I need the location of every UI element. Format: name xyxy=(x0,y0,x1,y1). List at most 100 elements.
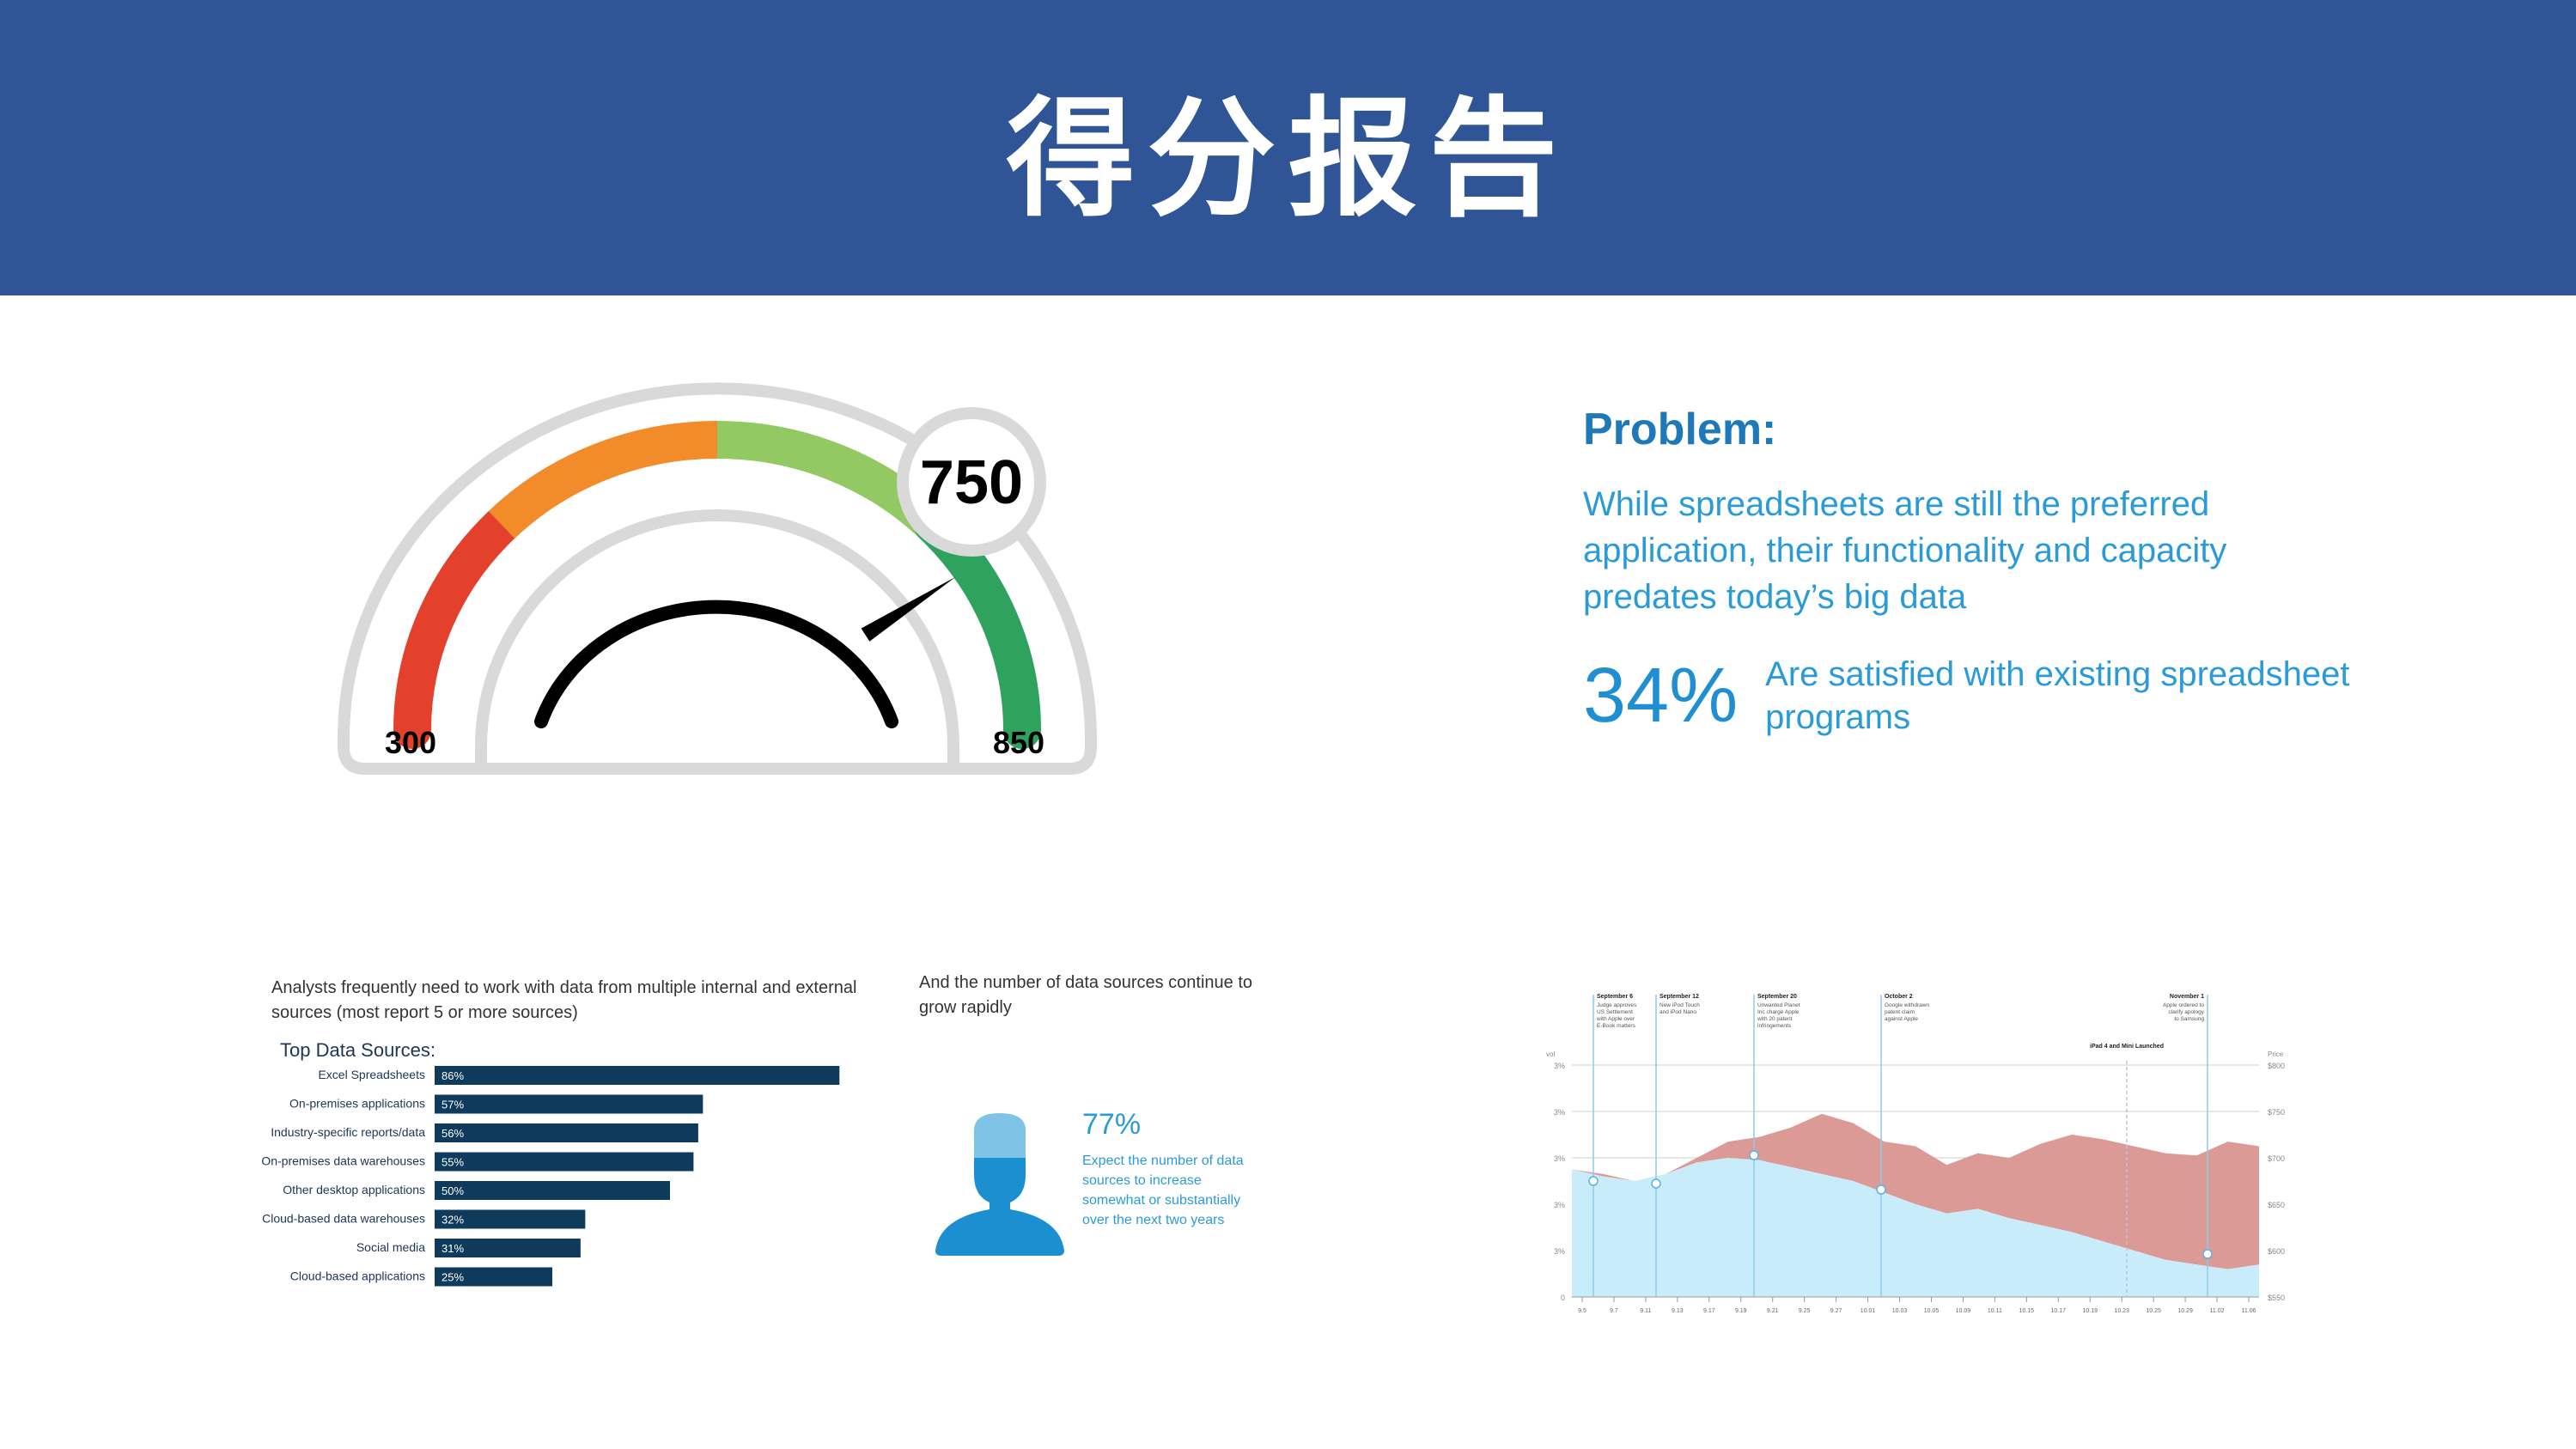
bar xyxy=(435,1152,694,1172)
timeline-event-text: Unwanted Planet Inc charge Apple with 20 p… xyxy=(1757,1002,1800,1029)
bar-category-label: Industry-specific reports/data xyxy=(271,1125,425,1139)
bar xyxy=(435,1123,698,1142)
timeline-event-title: iPad 4 and Mini Launched xyxy=(2090,1044,2164,1050)
problem-heading: Problem: xyxy=(1583,405,1777,454)
timeline-event-title: November 1 xyxy=(2170,994,2204,1000)
timeline-event-marker xyxy=(1749,1150,1759,1160)
bar-value-label: 50% xyxy=(442,1184,464,1197)
bar-value-label: 57% xyxy=(442,1099,464,1111)
timeline-x-tick-label: 9.5 xyxy=(1578,1308,1586,1314)
timeline-event-title: October 2 xyxy=(1885,994,1913,1000)
timeline-event-title: September 6 xyxy=(1597,994,1633,1000)
bar-category-label: Cloud-based applications xyxy=(290,1269,425,1283)
timeline-event-title: September 12 xyxy=(1659,994,1699,1000)
timeline-right-tick: $600 xyxy=(2268,1247,2285,1256)
gauge-max-label: 850 xyxy=(993,725,1044,760)
timeline-left-tick: 3% xyxy=(1554,1201,1565,1209)
growth-panel: And the number of data sources continue … xyxy=(919,971,1280,1256)
timeline-x-tick-label: 10.29 xyxy=(2177,1308,2193,1314)
bar-category-label: On-premises applications xyxy=(289,1097,425,1111)
person-icon xyxy=(935,1113,1064,1256)
score-bubble xyxy=(897,407,1046,557)
timeline-x-tick-label: 11.02 xyxy=(2210,1308,2225,1314)
growth-stat: 77% xyxy=(1082,1108,1142,1141)
bar-value-label: 55% xyxy=(442,1156,464,1169)
timeline-price-area xyxy=(1572,1113,2259,1269)
problem-stat: 34% xyxy=(1583,653,1739,739)
bar-category-label: Other desktop applications xyxy=(283,1183,425,1196)
timeline-x-tick-label: 10.05 xyxy=(1924,1308,1940,1314)
page-title: 得分报告 xyxy=(1006,82,1570,234)
bar-category-label: Excel Spreadsheets xyxy=(318,1068,425,1081)
timeline-x-tick-label: 10.17 xyxy=(2051,1308,2067,1314)
timeline-event-marker xyxy=(1876,1184,1886,1195)
gauge-dial-arc xyxy=(534,600,898,728)
timeline-x-tick-label: 10.15 xyxy=(2019,1308,2035,1314)
gauge-outer-frame xyxy=(338,382,1097,775)
problem-stat-row: 34% Are satisfied with existing spreadsh… xyxy=(1583,653,2356,739)
credit-score-gauge: 750 300 850 xyxy=(338,382,1097,775)
timeline-event-text: New iPod Touch and iPod Nano xyxy=(1659,1002,1700,1015)
timeline-x-tick-label: 9.13 xyxy=(1672,1308,1684,1314)
timeline-right-tick: $650 xyxy=(2268,1201,2285,1209)
timeline-right-tick: $700 xyxy=(2268,1154,2285,1163)
problem-stat-text: Are satisfied with existing spreadsheet … xyxy=(1765,655,2350,736)
timeline-x-tick-label: 10.01 xyxy=(1860,1308,1876,1314)
timeline-event-marker xyxy=(1588,1176,1599,1186)
problem-panel: Problem: While spreadsheets are still th… xyxy=(1583,404,2356,739)
timeline-right-axis-label: Price xyxy=(2268,1050,2284,1058)
bar-category-label: Social media xyxy=(356,1240,425,1254)
timeline-event-marker xyxy=(2202,1249,2213,1259)
analysts-intro: Analysts frequently need to work with da… xyxy=(271,978,857,1022)
gauge-arc-orange xyxy=(488,421,718,539)
bar xyxy=(435,1094,703,1114)
timeline-x-tick-label: 9.7 xyxy=(1610,1308,1618,1314)
bar-value-label: 25% xyxy=(442,1271,464,1284)
bar-category-label: On-premises data warehouses xyxy=(261,1154,425,1168)
timeline-event-text: Apple ordered to clarify apology to Samsun… xyxy=(2163,1002,2205,1022)
timeline-event-text: Google withdrawn patent claim against Appl… xyxy=(1885,1002,1929,1022)
growth-text: Expect the number of data sources to inc… xyxy=(1082,1154,1244,1227)
top-sources-title: Top Data Sources: xyxy=(280,1039,435,1061)
timeline-x-tick-label: 11.06 xyxy=(2242,1308,2256,1314)
timeline-left-tick: 3% xyxy=(1554,1108,1565,1117)
timeline-left-tick: 3% xyxy=(1554,1247,1565,1256)
gauge-inner-frame xyxy=(475,509,959,764)
bar-category-label: Cloud-based data warehouses xyxy=(262,1212,425,1226)
header-banner: 得分报告 xyxy=(0,0,2576,295)
gauge-needle xyxy=(861,576,956,642)
apple-stock-timeline-chart: 3% $800 3% $750 3% $700 3% $650 3% $600 0 $550 vol Pr… xyxy=(1538,962,2311,1323)
bar xyxy=(435,1239,581,1257)
timeline-x-tick-label: 9.11 xyxy=(1640,1308,1651,1314)
timeline-x-tick-label: 10.03 xyxy=(1892,1308,1908,1314)
timeline-x-tick-label: 9.17 xyxy=(1703,1308,1715,1314)
timeline-event-text: Judge approves US Settlement with Apple ov… xyxy=(1596,1002,1637,1029)
bar-value-label: 86% xyxy=(442,1069,464,1082)
timeline-left-axis-label: vol xyxy=(1546,1050,1555,1058)
bar xyxy=(435,1209,586,1229)
timeline-left-tick: 0 xyxy=(1561,1294,1565,1302)
bar xyxy=(435,1066,840,1085)
gauge-arc-red xyxy=(393,505,521,749)
timeline-x-tick-label: 9.21 xyxy=(1767,1308,1779,1314)
timeline-right-tick: $800 xyxy=(2268,1062,2285,1070)
timeline-x-tick-label: 9.27 xyxy=(1830,1308,1842,1314)
bar xyxy=(435,1267,552,1287)
timeline-volume-area xyxy=(1572,1158,2259,1297)
timeline-x-tick-label: 9.19 xyxy=(1735,1308,1747,1314)
timeline-x-tick-label: 10.11 xyxy=(1988,1308,2002,1314)
timeline-left-tick: 3% xyxy=(1554,1062,1565,1070)
bar-value-label: 32% xyxy=(442,1214,464,1227)
timeline-right-tick: $550 xyxy=(2268,1294,2285,1302)
timeline-x-tick-label: 10.25 xyxy=(2146,1308,2161,1314)
top-sources-bar-chart: Excel Spreadsheets 86% On-premises applica… xyxy=(261,1066,840,1287)
timeline-x-tick-label: 10.09 xyxy=(1956,1308,1971,1314)
timeline-x-tick-label: 9.25 xyxy=(1799,1308,1811,1314)
timeline-x-tick-label: 10.19 xyxy=(2082,1308,2098,1314)
timeline-event-title: September 20 xyxy=(1757,994,1797,1000)
gauge-min-label: 300 xyxy=(385,725,436,760)
bar-value-label: 56% xyxy=(442,1127,464,1140)
score-value: 750 xyxy=(920,448,1023,517)
bar-value-label: 31% xyxy=(442,1242,464,1255)
timeline-event-marker xyxy=(1651,1178,1661,1189)
